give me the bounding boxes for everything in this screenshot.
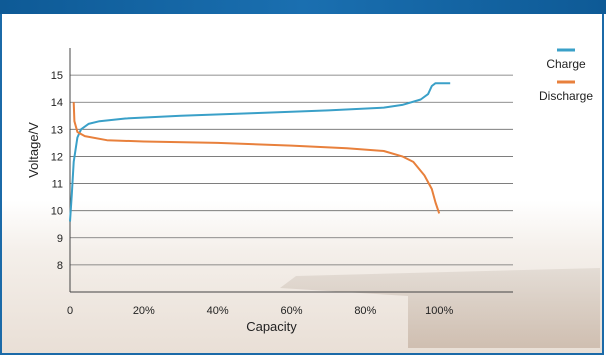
x-tick-label: 40%	[207, 305, 229, 317]
header-band	[0, 0, 606, 14]
x-axis-title: Capacity	[246, 319, 297, 334]
y-tick-label: 11	[52, 179, 63, 191]
series-line-charge	[69, 82, 451, 222]
x-tick-label: 60%	[280, 305, 302, 317]
y-tick-labels: 8 9 10 11 12 13 14 15	[51, 70, 63, 272]
legend: Charge Discharge	[539, 48, 593, 103]
legend-label-discharge: Discharge	[539, 89, 593, 103]
y-tick-label: 12	[51, 151, 63, 163]
y-tick-label: 15	[51, 70, 63, 82]
y-tick-label: 8	[57, 260, 63, 272]
y-tick-label: 9	[57, 233, 63, 245]
x-tick-label: 0	[67, 305, 73, 317]
y-tick-label: 13	[51, 124, 63, 136]
y-axis-title: Voltage/V	[26, 122, 41, 178]
y-tick-label: 10	[51, 206, 63, 218]
axes	[69, 48, 513, 293]
series-lines	[69, 82, 451, 222]
series-line-discharge	[72, 102, 441, 214]
legend-label-charge: Charge	[546, 57, 586, 71]
x-tick-label: 20%	[133, 305, 155, 317]
chart-frame	[0, 14, 604, 355]
x-tick-label: 100%	[425, 305, 453, 317]
x-tick-label: 80%	[354, 305, 376, 317]
y-tick-label: 14	[51, 97, 63, 109]
x-tick-labels: 0 20% 40% 60% 80% 100%	[67, 305, 454, 317]
gridlines	[70, 74, 513, 266]
